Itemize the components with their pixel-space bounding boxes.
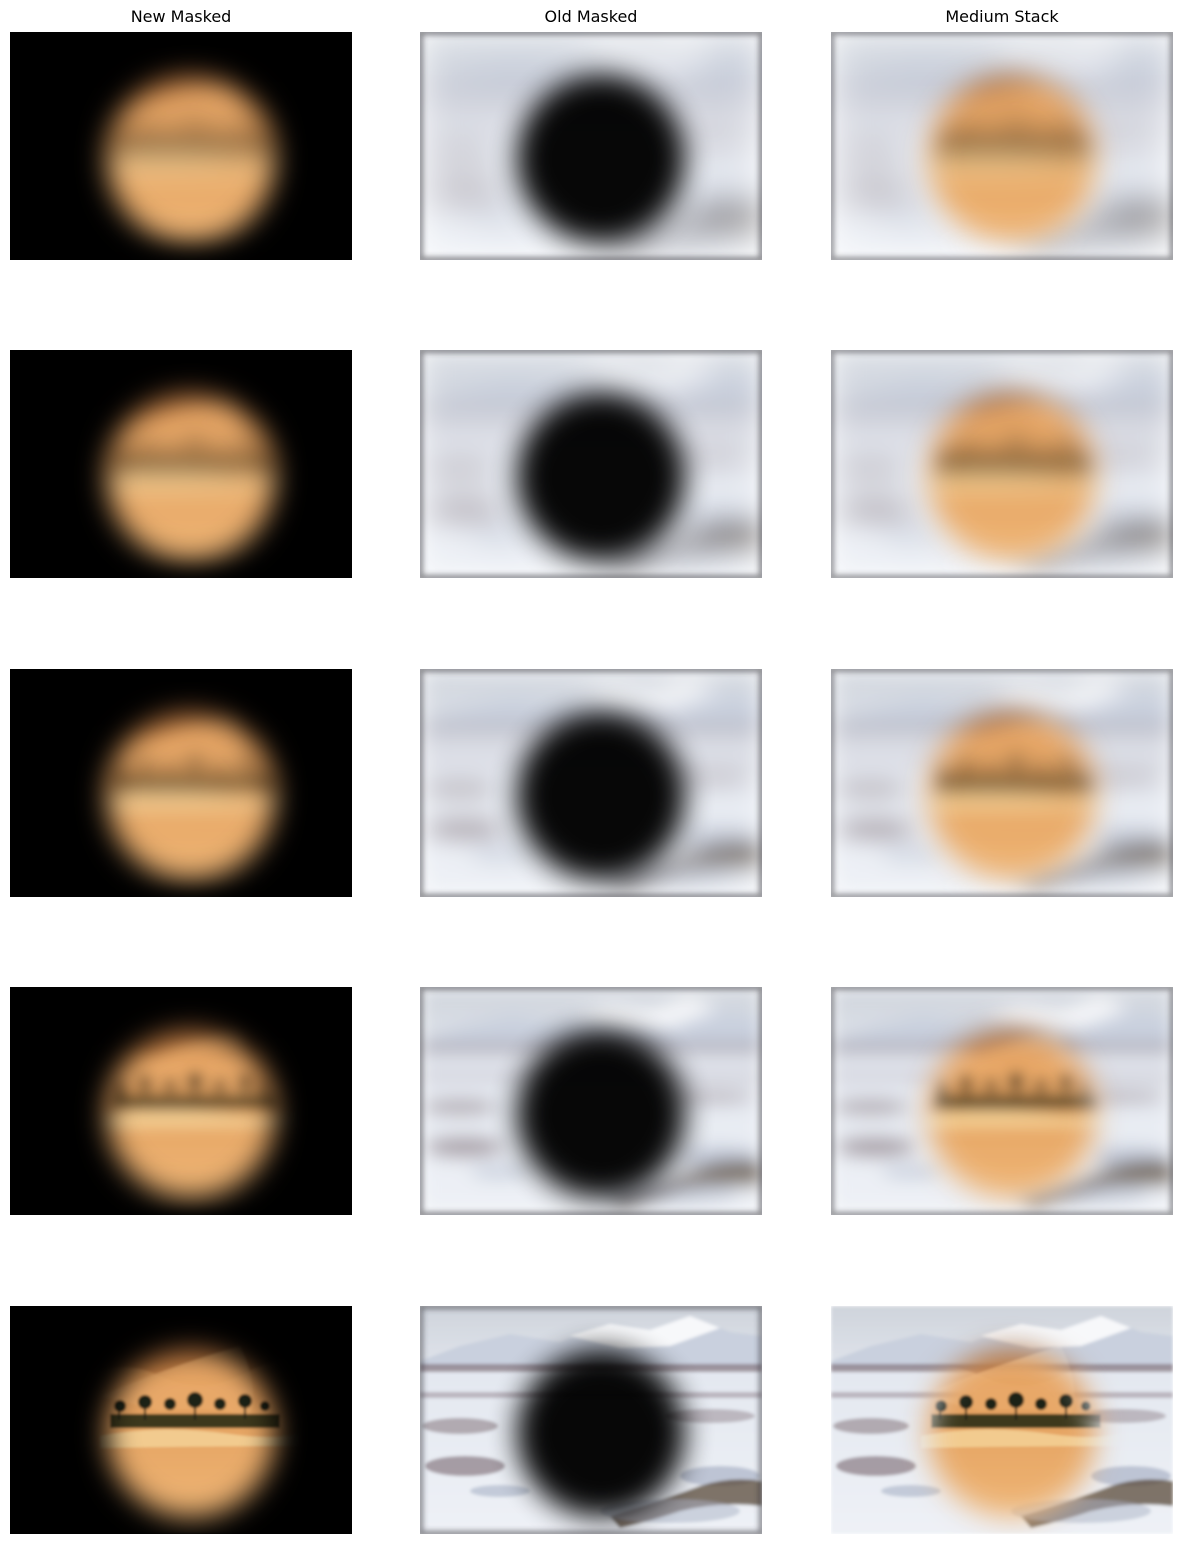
- old-masked-panel: [420, 350, 762, 578]
- medium-stack-panel: [831, 350, 1173, 578]
- col-title-medium-stack: Medium Stack: [945, 7, 1059, 26]
- new-masked-panel: [10, 987, 352, 1215]
- new-masked-panel: [10, 669, 352, 897]
- medium-stack-panel: [831, 1306, 1173, 1534]
- medium-stack-panel: [831, 669, 1173, 897]
- medium-stack-panel: [831, 32, 1173, 260]
- old-masked-panel: [420, 987, 762, 1215]
- new-masked-panel: [10, 350, 352, 578]
- new-masked-panel: [10, 1306, 352, 1534]
- new-masked-panel: [10, 32, 352, 260]
- col-title-old-masked: Old Masked: [544, 7, 638, 26]
- col-title-new-masked: New Masked: [130, 7, 232, 26]
- old-masked-panel: [420, 1306, 762, 1534]
- medium-stack-panel: [831, 987, 1173, 1215]
- old-masked-panel: [420, 32, 762, 260]
- old-masked-panel: [420, 669, 762, 897]
